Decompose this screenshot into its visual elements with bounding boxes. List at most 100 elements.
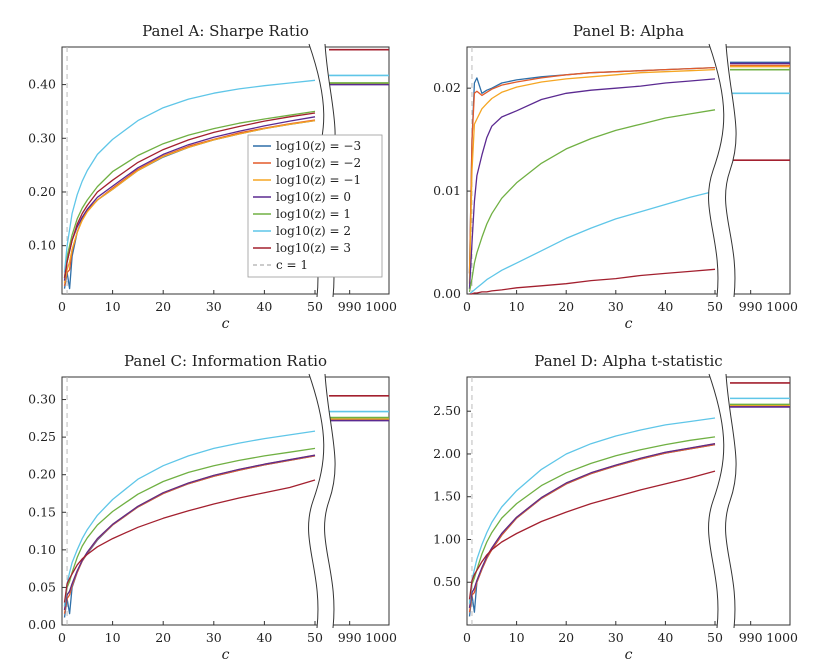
ytick-label: 2.00 — [433, 446, 461, 461]
xaxis-label: c — [222, 316, 230, 332]
series-line-4 — [63, 110, 316, 278]
ytick-label: 0.40 — [28, 77, 56, 92]
ytick-label: 0.10 — [28, 542, 56, 557]
series-line-3 — [63, 454, 316, 611]
legend-label-3: log10(z) = 0 — [276, 190, 351, 204]
panel-b: Panel B: Alpha 0.00 0.01 0.02 0 10 20 30 40 50 990… — [433, 22, 798, 332]
xtick-label-break: 1000 — [365, 630, 397, 645]
xtick-label: 40 — [256, 299, 272, 314]
xtick-label: 50 — [307, 299, 323, 314]
ytick-label: 0.05 — [28, 579, 56, 594]
legend-label-6: log10(z) = 3 — [276, 241, 351, 255]
panel-title: Panel C: Information Ratio — [124, 352, 327, 370]
xtick-label: 30 — [206, 630, 222, 645]
xtick-label: 20 — [155, 630, 171, 645]
axis-break-mask — [708, 44, 737, 297]
series-line-5 — [63, 79, 316, 273]
xtick-label: 10 — [509, 299, 525, 314]
ytick-label: 0.02 — [433, 80, 461, 95]
series-line-1 — [468, 66, 716, 274]
xtick-label: 10 — [105, 630, 121, 645]
xtick-label: 10 — [105, 299, 121, 314]
ytick-label: 1.00 — [433, 531, 461, 546]
series-line-4 — [63, 447, 316, 607]
xtick-label-break: 990 — [338, 630, 362, 645]
xtick-label-break: 990 — [739, 630, 763, 645]
axes-frame — [466, 46, 791, 295]
ytick-label: 0.30 — [28, 392, 56, 407]
xtick-label: 0 — [58, 299, 66, 314]
axes-frame — [61, 376, 390, 626]
legend-label-1: log10(z) = −2 — [276, 156, 361, 170]
axis-break-edge-left — [308, 373, 325, 629]
series-line-2 — [63, 119, 316, 284]
panel-title: Panel B: Alpha — [573, 22, 684, 40]
series-line-3 — [468, 443, 716, 609]
ytick-label: 0.10 — [28, 238, 56, 253]
xtick-label: 0 — [463, 630, 471, 645]
xtick-label: 50 — [707, 630, 723, 645]
series-line-2 — [63, 454, 316, 611]
axis-break-mask — [708, 374, 737, 628]
series-line-1 — [63, 119, 316, 287]
panel-c: Panel C: Information Ratio 0.00 0.05 0.10 0.… — [28, 352, 397, 663]
xtick-label-break: 1000 — [365, 299, 397, 314]
ytick-label: 1.50 — [433, 489, 461, 504]
series-line-0 — [468, 66, 716, 274]
xtick-label: 30 — [608, 630, 624, 645]
xtick-label: 20 — [558, 299, 574, 314]
series-line-4 — [468, 109, 716, 293]
ytick-label: 0.15 — [28, 504, 56, 519]
series-line-2 — [468, 68, 716, 284]
legend-label-5: log10(z) = 2 — [276, 224, 351, 238]
series-line-5 — [469, 190, 716, 295]
series-line-3 — [468, 78, 716, 289]
ytick-label: 0.00 — [433, 286, 461, 301]
legend-label-2: log10(z) = −1 — [276, 173, 361, 187]
panel-title: Panel A: Sharpe Ratio — [142, 22, 309, 40]
legend-box — [247, 134, 383, 278]
ytick-label: 0.30 — [28, 130, 56, 145]
axis-break-edge-left — [708, 43, 725, 298]
series-line-4 — [468, 436, 716, 604]
axis-break-mask — [308, 374, 336, 628]
xtick-label: 30 — [206, 299, 222, 314]
series-line-6 — [469, 268, 716, 295]
ytick-label: 0.01 — [433, 183, 461, 198]
ytick-label: 0.20 — [28, 184, 56, 199]
series-line-2 — [468, 443, 716, 609]
panel-d: Panel D: Alpha t-statistic 0.50 1.00 1.50 2.… — [433, 352, 798, 663]
panel-a: Panel A: Sharpe Ratio 0.10 0.20 0.30 0.40 0 10… — [28, 22, 397, 332]
series-line-6 — [63, 479, 316, 603]
axes-frame — [61, 46, 390, 295]
xtick-label-break: 990 — [338, 299, 362, 314]
xtick-label: 50 — [307, 630, 323, 645]
series-line-0 — [63, 455, 316, 618]
ytick-label: 0.20 — [28, 467, 56, 482]
xtick-label: 40 — [657, 299, 673, 314]
series-line-5 — [468, 417, 716, 604]
legend-label-4: log10(z) = 1 — [276, 207, 351, 221]
legend-label-7: c = 1 — [276, 258, 308, 272]
axis-break-edge-right — [725, 373, 737, 629]
xaxis-label: c — [222, 647, 230, 663]
xtick-label-break: 1000 — [766, 299, 798, 314]
legend-label-0: log10(z) = −3 — [276, 139, 361, 153]
xtick-label: 20 — [155, 299, 171, 314]
xtick-label: 40 — [256, 630, 272, 645]
xaxis-label: c — [625, 647, 633, 663]
axis-break-edge-right — [725, 43, 737, 298]
ytick-label: 0.25 — [28, 429, 56, 444]
axes-frame — [466, 376, 791, 626]
xtick-label-break: 990 — [739, 299, 763, 314]
ytick-label: 2.50 — [433, 403, 461, 418]
series-line-6 — [63, 112, 316, 279]
series-line-6 — [468, 470, 716, 600]
xtick-label: 40 — [657, 630, 673, 645]
xtick-label: 30 — [608, 299, 624, 314]
ytick-label: 0.00 — [28, 617, 56, 632]
xtick-label: 50 — [707, 299, 723, 314]
xtick-label: 0 — [463, 299, 471, 314]
xtick-label: 20 — [558, 630, 574, 645]
xtick-label-break: 1000 — [766, 630, 798, 645]
